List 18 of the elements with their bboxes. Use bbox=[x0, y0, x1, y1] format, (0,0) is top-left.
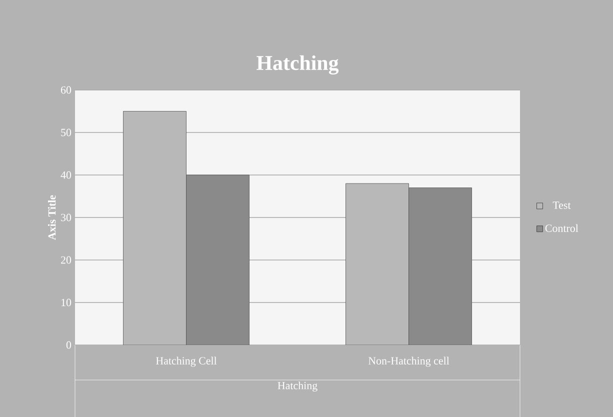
chart-title: Hatching bbox=[256, 55, 339, 75]
y-tick-label: 20 bbox=[61, 256, 72, 264]
y-axis-title: Axis Title bbox=[48, 195, 56, 240]
legend-label: Test bbox=[552, 202, 571, 209]
x-tick-label: Hatching Cell bbox=[156, 356, 217, 367]
y-tick-label: 40 bbox=[60, 171, 72, 179]
legend-label: Control bbox=[545, 224, 578, 232]
y-tick-label: 0 bbox=[66, 341, 72, 349]
x-tick-label: Non-Hatching cell bbox=[368, 356, 450, 367]
y-tick-label: 60 bbox=[60, 86, 72, 94]
x-axis-title: Hatching bbox=[278, 382, 318, 392]
y-tick-label: 50 bbox=[61, 128, 72, 136]
bar bbox=[186, 174, 250, 345]
bar bbox=[123, 111, 186, 345]
y-tick-label: 10 bbox=[61, 298, 72, 306]
bar bbox=[346, 183, 409, 345]
y-tick-label: 30 bbox=[61, 214, 72, 222]
bar bbox=[408, 188, 472, 345]
